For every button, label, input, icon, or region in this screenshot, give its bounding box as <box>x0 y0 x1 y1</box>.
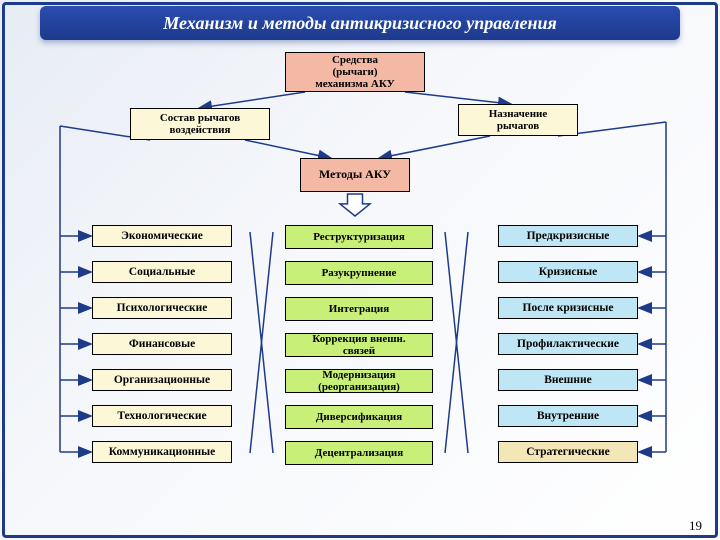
col-left-item-4: Организационные <box>92 369 232 391</box>
col-center-item-4: Модернизация (реорганизация) <box>285 369 433 393</box>
col-right-item-4: Внешние <box>498 369 638 391</box>
col-left-item-0: Экономические <box>92 225 232 247</box>
page-number: 19 <box>689 518 702 534</box>
box-methods: Методы АКУ <box>300 158 410 192</box>
col-left-item-3: Финансовые <box>92 333 232 355</box>
col-center-item-5: Диверсификация <box>285 405 433 429</box>
col-right-item-0: Предкризисные <box>498 225 638 247</box>
title-bar: Механизм и методы антикризисного управле… <box>40 6 680 40</box>
box-purpose: Назначение рычагов <box>458 104 578 136</box>
col-left-item-6: Коммуникационные <box>92 441 232 463</box>
col-right-item-2: После кризисные <box>498 297 638 319</box>
box-composition: Состав рычагов воздействия <box>130 108 270 140</box>
slide-root: Механизм и методы антикризисного управле… <box>0 0 720 540</box>
col-center-item-2: Интеграция <box>285 297 433 321</box>
box-root: Средства (рычаги) механизма АКУ <box>285 52 425 92</box>
col-right-item-3: Профилактические <box>498 333 638 355</box>
col-center-item-0: Реструктуризация <box>285 225 433 249</box>
col-left-item-5: Технологические <box>92 405 232 427</box>
col-right-item-1: Кризисные <box>498 261 638 283</box>
col-right-item-6: Стратегические <box>498 441 638 463</box>
col-center-item-6: Децентрализация <box>285 441 433 465</box>
col-right-item-5: Внутренние <box>498 405 638 427</box>
title-text: Механизм и методы антикризисного управле… <box>163 13 557 34</box>
col-center-item-3: Коррекция внешн. связей <box>285 333 433 357</box>
col-left-item-1: Социальные <box>92 261 232 283</box>
col-center-item-1: Разукрупнение <box>285 261 433 285</box>
col-left-item-2: Психологические <box>92 297 232 319</box>
